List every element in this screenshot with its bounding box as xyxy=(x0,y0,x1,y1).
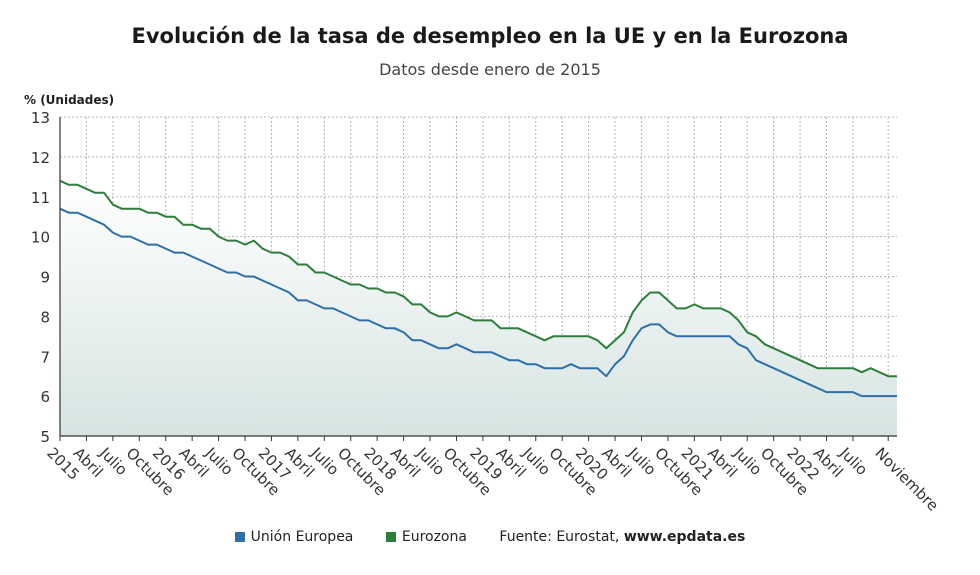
source-link[interactable]: www.epdata.es xyxy=(623,529,746,545)
source-prefix: Fuente: Eurostat, xyxy=(499,529,620,545)
y-tick-label: 6 xyxy=(40,388,50,406)
y-tick-label: 7 xyxy=(40,348,50,366)
y-tick-label: 11 xyxy=(31,189,50,207)
legend-label-ue: Unión Europea xyxy=(250,529,354,545)
y-tick-label: 8 xyxy=(40,308,50,326)
legend: Unión Europea Eurozona Fuente: Eurostat,… xyxy=(0,529,980,545)
y-tick-label: 12 xyxy=(31,149,50,167)
line-chart: 56789101112132015AbrilJulioOctubre2016Ab… xyxy=(24,93,942,515)
y-tick-label: 5 xyxy=(40,428,50,446)
chart-title: Evolución de la tasa de desempleo en la … xyxy=(131,24,849,48)
chart-subtitle: Datos desde enero de 2015 xyxy=(379,60,601,79)
y-tick-label: 13 xyxy=(31,109,50,127)
series-line-ue xyxy=(59,207,897,398)
series-line-eurozona xyxy=(59,179,897,378)
legend-label-eurozona: Eurozona xyxy=(401,529,467,545)
legend-item-ue: Unión Europea xyxy=(234,529,354,545)
legend-item-eurozona: Eurozona xyxy=(385,529,467,545)
y-tick-label: 9 xyxy=(40,269,50,287)
y-axis-label: % (Unidades) xyxy=(24,93,114,107)
legend-swatch-eurozona xyxy=(385,532,396,542)
area-fill xyxy=(60,180,897,436)
source-note: Fuente: Eurostat, www.epdata.es xyxy=(499,529,745,545)
legend-swatch-ue xyxy=(234,532,245,542)
x-tick-label: Noviembre xyxy=(871,444,942,515)
y-tick-label: 10 xyxy=(31,229,50,247)
